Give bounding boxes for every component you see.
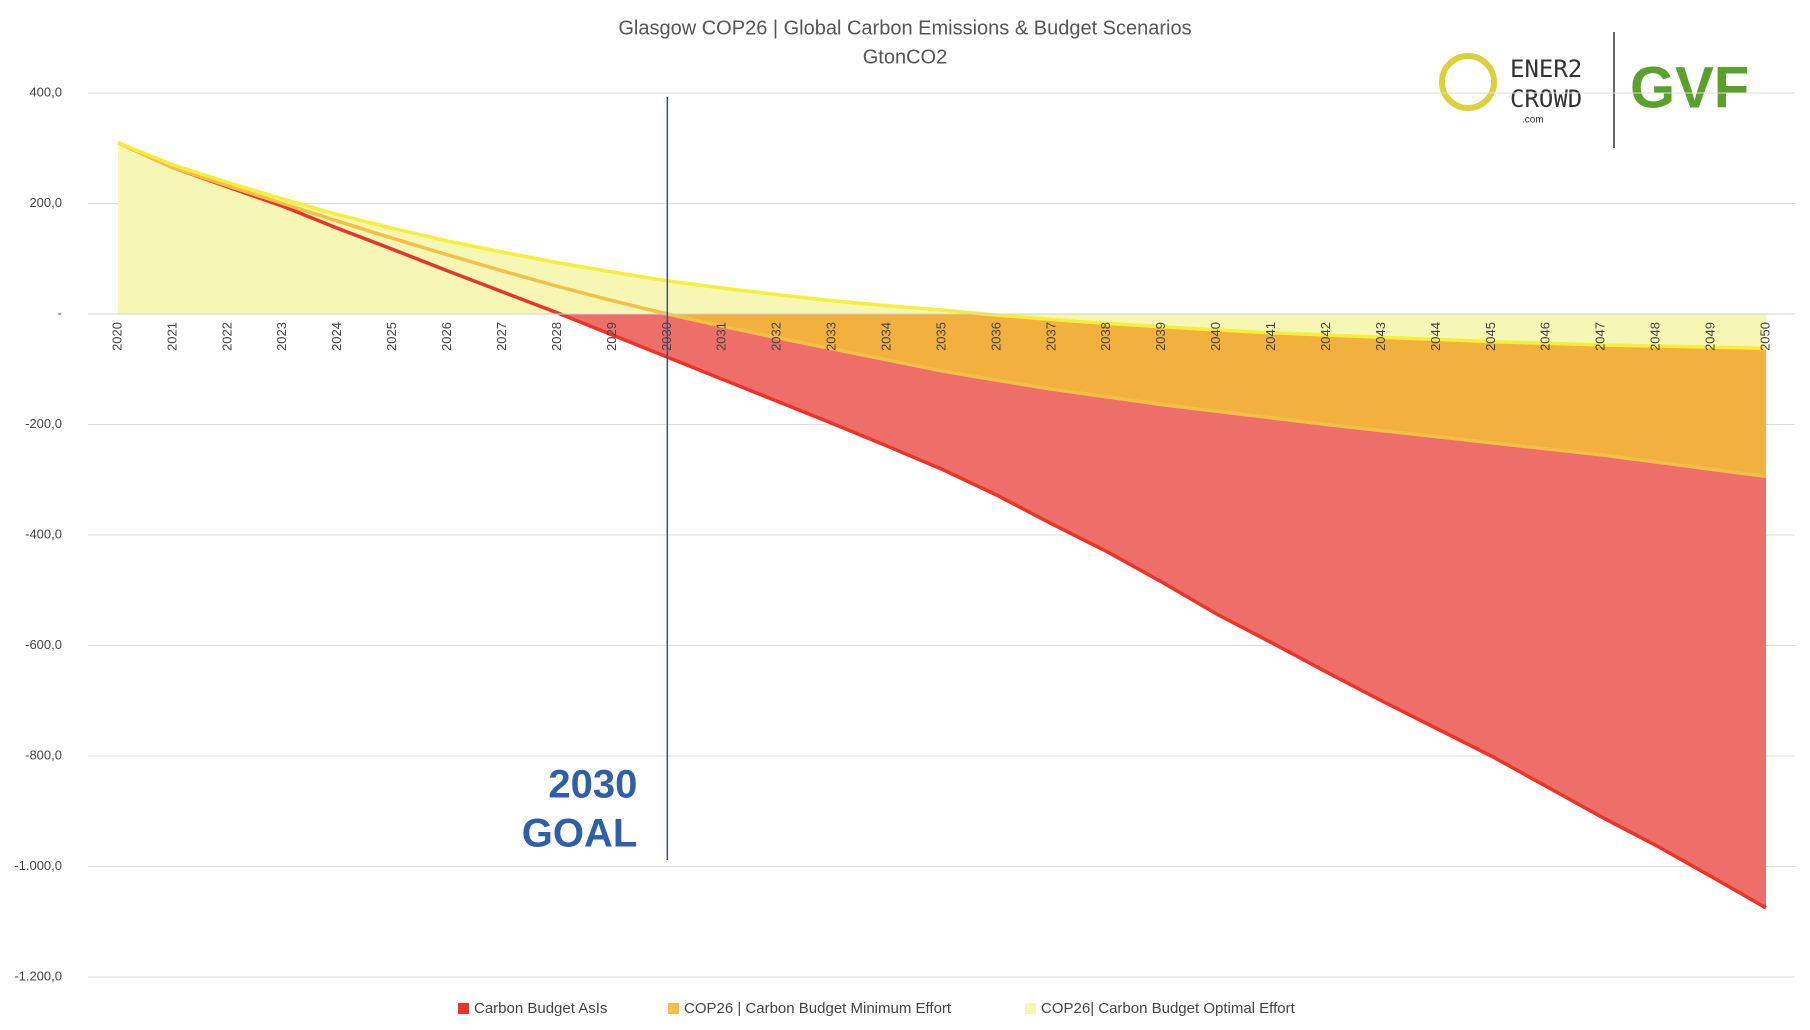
x-tick-label: 2033 xyxy=(824,322,839,351)
logo-text: ENER2 xyxy=(1510,55,1582,83)
x-tick-label: 2041 xyxy=(1263,322,1278,351)
logo-text: .com xyxy=(1522,115,1544,126)
x-tick-label: 2044 xyxy=(1428,322,1443,351)
y-tick-label: -1.200,0 xyxy=(14,968,62,983)
x-tick-label: 2029 xyxy=(604,322,619,351)
goal-annotation: GOAL xyxy=(522,812,638,856)
goal-annotation: 2030 xyxy=(548,763,637,807)
legend-swatch xyxy=(668,1003,679,1014)
x-tick-label: 2037 xyxy=(1043,322,1058,351)
line xyxy=(117,141,1767,351)
x-tick-label: 2030 xyxy=(659,322,674,351)
x-tick-label: 2022 xyxy=(219,322,234,351)
x-tick-label: 2047 xyxy=(1593,322,1608,351)
legend-label: COP26| Carbon Budget Optimal Effort xyxy=(1041,1000,1296,1017)
x-tick-label: 2036 xyxy=(988,322,1003,351)
x-tick-label: 2020 xyxy=(109,322,124,351)
y-tick-label: 400,0 xyxy=(29,84,62,99)
x-tick-label: 2048 xyxy=(1648,322,1663,351)
y-tick-label: -800,0 xyxy=(25,747,62,762)
chart-subtitle: GtonCO2 xyxy=(863,46,947,68)
legend-label: COP26 | Carbon Budget Minimum Effort xyxy=(684,1000,952,1017)
logo: ENER2 CROWD .com GVF xyxy=(1439,32,1749,148)
x-tick-label: 2034 xyxy=(879,322,894,351)
legend-swatch xyxy=(1025,1003,1036,1014)
x-tick-label: 2038 xyxy=(1098,322,1113,351)
x-tick-label: 2046 xyxy=(1538,322,1553,351)
line xyxy=(117,141,1767,479)
x-tick-label: 2043 xyxy=(1373,322,1388,351)
x-tick-label: 2042 xyxy=(1318,322,1333,351)
y-tick-label: -1.000,0 xyxy=(14,858,62,873)
line xyxy=(117,141,1767,910)
x-tick-label: 2023 xyxy=(274,322,289,351)
logo-bulb xyxy=(1439,53,1497,111)
x-tick-label: 2028 xyxy=(549,322,564,351)
chart-title: Glasgow COP26 | Global Carbon Emissions … xyxy=(618,17,1191,39)
y-tick-label: -200,0 xyxy=(25,416,62,431)
x-tick-label: 2021 xyxy=(164,322,179,351)
x-tick-label: 2026 xyxy=(439,322,454,351)
logo-text: GVF xyxy=(1630,55,1749,120)
area xyxy=(118,142,1766,477)
y-tick-label: 200,0 xyxy=(29,195,62,210)
x-tick-label: 2031 xyxy=(714,322,729,351)
x-tick-label: 2050 xyxy=(1757,322,1772,351)
x-tick-label: 2039 xyxy=(1153,322,1168,351)
x-tick-label: 2025 xyxy=(384,322,399,351)
area xyxy=(118,142,1766,349)
legend-label: Carbon Budget AsIs xyxy=(474,1000,607,1017)
y-tick-label: -400,0 xyxy=(25,526,62,541)
x-tick-label: 2027 xyxy=(494,322,509,351)
x-tick-label: 2024 xyxy=(329,322,344,351)
y-tick-label: - xyxy=(58,305,62,320)
x-tick-label: 2032 xyxy=(769,322,784,351)
x-tick-label: 2045 xyxy=(1483,322,1498,351)
y-tick-label: -600,0 xyxy=(25,637,62,652)
logo-text: CROWD xyxy=(1510,85,1582,113)
legend-swatch xyxy=(458,1003,469,1014)
x-tick-label: 2040 xyxy=(1208,322,1223,351)
x-tick-label: 2035 xyxy=(933,322,948,351)
x-tick-label: 2049 xyxy=(1703,322,1718,351)
